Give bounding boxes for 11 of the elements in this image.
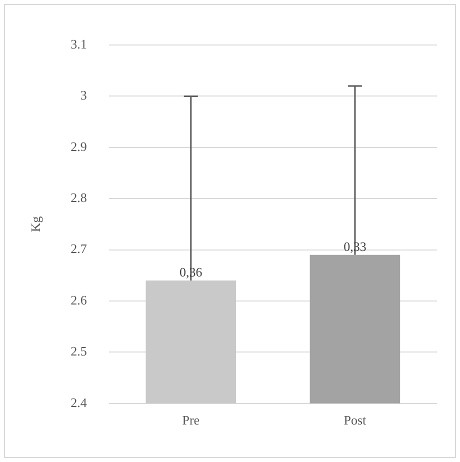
y-tick-label: 2.7: [70, 241, 88, 256]
y-tick-label: 3.1: [70, 36, 87, 52]
x-tick-label: Post: [344, 412, 367, 428]
y-tick-label: 2.9: [70, 138, 87, 154]
y-tick-label: 2.6: [70, 292, 88, 308]
y-tick-label: 2.4: [70, 394, 88, 410]
y-tick-label: 2.5: [70, 344, 87, 359]
y-tick-label: 3: [80, 88, 87, 103]
x-tick-label: Pre: [182, 412, 200, 428]
y-tick-label: 2.8: [70, 190, 87, 206]
y-axis-title: Kg: [28, 216, 44, 232]
